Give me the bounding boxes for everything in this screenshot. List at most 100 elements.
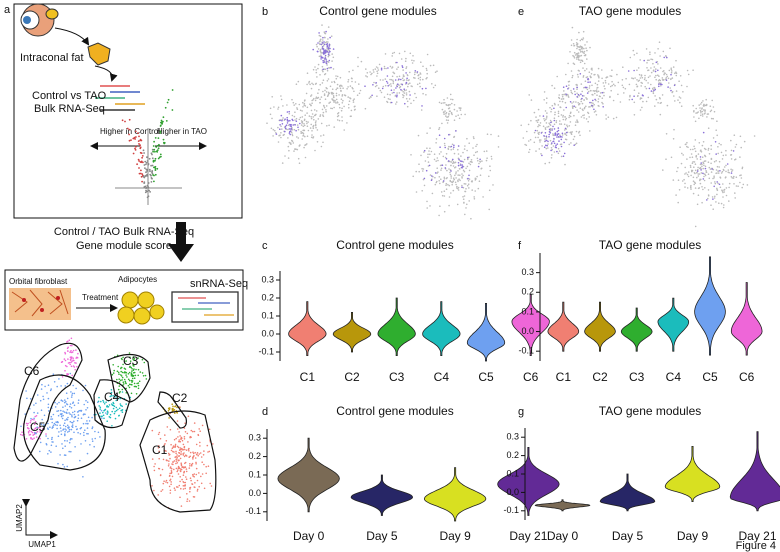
cell-dot <box>281 162 284 164</box>
cell-dot <box>320 56 323 59</box>
cell-dot <box>727 169 730 171</box>
cell-dot <box>137 374 139 377</box>
cell-dot <box>401 83 404 86</box>
cell-dot <box>322 79 325 81</box>
cell-dot <box>732 150 735 152</box>
cell-dot <box>73 392 76 395</box>
cell-dot <box>138 380 141 383</box>
gene-dot <box>142 161 144 164</box>
cell-dot <box>696 171 698 174</box>
cell-dot <box>51 421 53 424</box>
cell-dot <box>696 158 698 160</box>
cell-dot <box>632 49 635 52</box>
cell-dot <box>169 457 171 460</box>
cell-dot <box>577 102 579 104</box>
cell-dot <box>80 409 83 412</box>
panel-letter: e <box>518 6 524 18</box>
cell-dot <box>120 370 122 373</box>
cell-dot <box>584 69 586 72</box>
cell-dot <box>328 43 331 46</box>
cell-dot <box>661 79 664 81</box>
cell-dot <box>443 113 445 115</box>
cell-dot <box>570 70 573 72</box>
cell-dot <box>581 90 583 93</box>
cell-dot <box>303 146 305 149</box>
cell-dot <box>151 429 154 432</box>
cell-dot <box>201 461 203 464</box>
cell-dot <box>51 436 53 439</box>
step-label: Control / TAO Bulk RNA-Seq <box>54 226 194 238</box>
cell-dot <box>144 374 147 377</box>
cell-dot <box>716 193 718 196</box>
cell-dot <box>77 352 79 355</box>
cell-dot <box>713 175 715 177</box>
cell-dot <box>696 203 699 206</box>
cell-dot <box>576 52 579 55</box>
cell-dot <box>322 59 324 62</box>
cell-dot <box>563 90 565 92</box>
cell-dot <box>730 176 733 178</box>
cell-dot <box>133 357 136 360</box>
cell-dot <box>698 173 701 175</box>
cell-dot <box>131 381 133 383</box>
cell-dot <box>196 453 198 456</box>
cell-dot <box>157 494 159 496</box>
cell-dot <box>172 446 174 449</box>
cell-dot <box>661 83 663 86</box>
cell-dot <box>70 396 73 398</box>
cell-dot <box>592 102 594 105</box>
cell-dot <box>443 195 446 197</box>
cell-dot <box>583 62 586 65</box>
umap-axes <box>22 499 58 539</box>
cell-dot <box>438 134 441 136</box>
cell-dot <box>398 86 401 89</box>
y-tick-label: -0.1 <box>518 346 534 356</box>
cell-dot <box>528 148 531 151</box>
cell-dot <box>702 172 704 175</box>
cell-dot <box>64 352 67 355</box>
cell-dot <box>136 382 138 385</box>
cell-dot <box>601 101 603 104</box>
cell-dot <box>657 63 659 65</box>
cell-dot <box>154 463 156 465</box>
x-tick-label: C5 <box>478 370 494 384</box>
cell-dot <box>545 122 548 124</box>
cell-dot <box>474 151 477 154</box>
cell-dot <box>686 69 689 72</box>
cell-dot <box>313 118 315 121</box>
cell-dot <box>646 67 648 69</box>
cell-dot <box>183 466 185 469</box>
cell-dot <box>335 88 338 91</box>
cell-dot <box>629 56 632 59</box>
cell-dot <box>63 466 66 468</box>
cell-dot <box>485 159 488 162</box>
cell-dot <box>603 94 605 97</box>
gene-dot <box>158 143 160 146</box>
cell-dot <box>730 158 733 160</box>
cell-dot <box>560 123 563 125</box>
cell-dot <box>62 424 65 427</box>
cell-dot <box>42 398 45 401</box>
cell-dot <box>659 55 661 57</box>
cell-dot <box>26 427 29 429</box>
cell-dot <box>412 55 414 57</box>
cell-dot <box>28 429 31 432</box>
cell-dot <box>69 356 72 359</box>
cell-dot <box>118 415 120 417</box>
cell-dot <box>611 80 613 83</box>
cell-dot <box>374 68 377 70</box>
cell-dot <box>99 406 102 409</box>
cell-dot <box>103 403 106 405</box>
cell-dot <box>179 447 182 449</box>
cell-dot <box>398 84 400 86</box>
gene-dot <box>151 164 154 167</box>
cell-dot <box>187 441 189 443</box>
gene-dot <box>138 135 140 138</box>
cell-dot <box>287 145 290 148</box>
cell-dot <box>65 392 68 395</box>
cell-dot <box>698 187 701 189</box>
cell-dot <box>660 85 662 87</box>
cell-dot <box>425 94 427 96</box>
cluster-label: C3 <box>123 354 139 368</box>
cell-dot <box>460 160 462 162</box>
